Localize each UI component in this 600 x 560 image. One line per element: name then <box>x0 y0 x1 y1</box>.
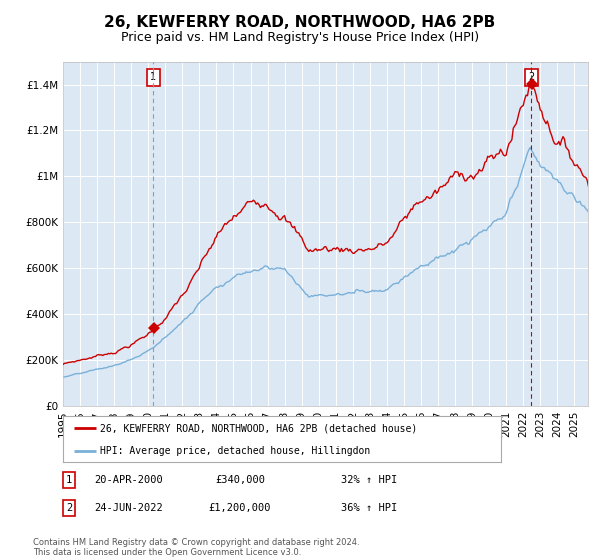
Text: 2: 2 <box>66 503 72 513</box>
Text: HPI: Average price, detached house, Hillingdon: HPI: Average price, detached house, Hill… <box>100 446 370 455</box>
Text: Contains HM Land Registry data © Crown copyright and database right 2024.
This d: Contains HM Land Registry data © Crown c… <box>33 538 359 557</box>
Text: Price paid vs. HM Land Registry's House Price Index (HPI): Price paid vs. HM Land Registry's House … <box>121 31 479 44</box>
Text: 20-APR-2000: 20-APR-2000 <box>95 475 163 485</box>
Text: 32% ↑ HPI: 32% ↑ HPI <box>341 475 397 485</box>
Text: 26, KEWFERRY ROAD, NORTHWOOD, HA6 2PB (detached house): 26, KEWFERRY ROAD, NORTHWOOD, HA6 2PB (d… <box>100 423 418 433</box>
Text: 36% ↑ HPI: 36% ↑ HPI <box>341 503 397 513</box>
Text: 26, KEWFERRY ROAD, NORTHWOOD, HA6 2PB: 26, KEWFERRY ROAD, NORTHWOOD, HA6 2PB <box>104 15 496 30</box>
Text: 24-JUN-2022: 24-JUN-2022 <box>95 503 163 513</box>
Text: £1,200,000: £1,200,000 <box>209 503 271 513</box>
Text: 2: 2 <box>528 72 535 82</box>
Text: 1: 1 <box>66 475 72 485</box>
Text: 1: 1 <box>150 72 157 82</box>
Text: £340,000: £340,000 <box>215 475 265 485</box>
